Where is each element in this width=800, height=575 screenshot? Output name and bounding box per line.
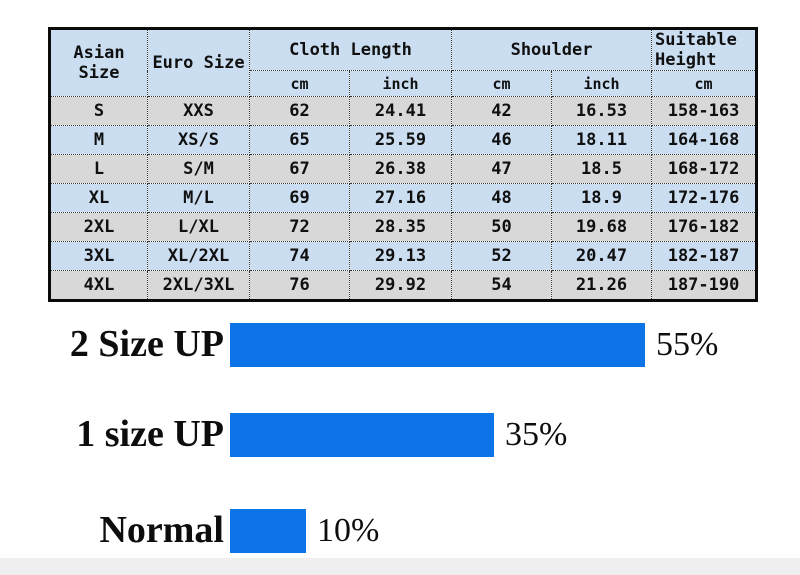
table-cell: M — [49, 125, 148, 155]
table-cell: 52 — [451, 241, 553, 271]
col-header-cloth-length: Cloth Length — [248, 28, 453, 71]
table-subheader-row: cm inch cm inch cm — [50, 70, 758, 97]
bar-1-size-up — [230, 412, 494, 457]
bar-2-size-up — [230, 322, 645, 367]
table-cell: 168-172 — [651, 154, 758, 184]
table-cell: 25.59 — [348, 125, 453, 155]
table-cell: 182-187 — [651, 241, 758, 271]
size-chart-table: Asian Size Euro Size Cloth Length Should… — [48, 27, 759, 302]
table-cell: XL/2XL — [147, 241, 250, 271]
col-header-euro-size: Euro Size — [147, 28, 250, 97]
bar-value-label: 55% — [656, 325, 719, 363]
table-cell: 29.92 — [348, 270, 453, 301]
table-cell: 76 — [249, 270, 350, 301]
table-cell: 16.53 — [551, 96, 653, 126]
table-cell: XL — [49, 183, 148, 213]
bar-value-label: 10% — [317, 511, 380, 549]
table-header-row: Asian Size Euro Size Cloth Length Should… — [49, 28, 758, 97]
table-row: L S/M 67 26.38 47 18.5 168-172 — [49, 154, 758, 184]
table-cell: 18.9 — [551, 183, 653, 213]
table-cell: 20.47 — [551, 241, 653, 271]
table-cell: 28.35 — [348, 212, 453, 242]
table-row: S XXS 62 24.41 42 16.53 158-163 — [49, 96, 758, 126]
table-cell: 187-190 — [651, 270, 758, 301]
bottom-gray-strip — [0, 558, 800, 575]
unit-header-cloth-cm: cm — [249, 70, 350, 97]
table-cell: 172-176 — [651, 183, 758, 213]
unit-header-height-cm: cm — [651, 70, 758, 97]
table-cell: S/M — [147, 154, 250, 184]
bar-label: Normal — [99, 509, 224, 551]
col-header-suitable-height: Suitable Height — [651, 28, 758, 71]
bar-label: 2 Size UP — [69, 323, 224, 365]
table-cell: 72 — [249, 212, 350, 242]
table-row: XL M/L 69 27.16 48 18.9 172-176 — [49, 183, 758, 213]
table-cell: 24.41 — [348, 96, 453, 126]
table-cell: L — [49, 154, 148, 184]
col-header-shoulder: Shoulder — [451, 28, 653, 71]
table-cell: 42 — [451, 96, 553, 126]
table-cell: 164-168 — [651, 125, 758, 155]
chart-row: Normal 10% — [0, 508, 800, 553]
table-cell: 67 — [249, 154, 350, 184]
table-cell: 2XL/3XL — [147, 270, 250, 301]
bar-value-label: 35% — [505, 415, 568, 453]
unit-header-cloth-inch: inch — [348, 70, 453, 97]
table-row: M XS/S 65 25.59 46 18.11 164-168 — [49, 125, 758, 155]
chart-row: 1 size UP 35% — [0, 412, 800, 457]
table-cell: 27.16 — [348, 183, 453, 213]
table-cell: 29.13 — [348, 241, 453, 271]
table-cell: 46 — [451, 125, 553, 155]
table-cell: 18.11 — [551, 125, 653, 155]
bar-normal — [230, 508, 306, 553]
table-cell: 3XL — [49, 241, 148, 271]
table-cell: L/XL — [147, 212, 250, 242]
table-row: 4XL 2XL/3XL 76 29.92 54 21.26 187-190 — [49, 270, 758, 301]
unit-header-shoulder-inch: inch — [551, 70, 653, 97]
bar-label: 1 size UP — [76, 413, 224, 455]
table-cell: 21.26 — [551, 270, 653, 301]
table-cell: 4XL — [49, 270, 148, 301]
table-cell: 50 — [451, 212, 553, 242]
table-cell: 176-182 — [651, 212, 758, 242]
table-row: 3XL XL/2XL 74 29.13 52 20.47 182-187 — [49, 241, 758, 271]
table-cell: 19.68 — [551, 212, 653, 242]
table-cell: 54 — [451, 270, 553, 301]
table-cell: 26.38 — [348, 154, 453, 184]
table-cell: 18.5 — [551, 154, 653, 184]
table-cell: S — [49, 96, 148, 126]
table-row: 2XL L/XL 72 28.35 50 19.68 176-182 — [49, 212, 758, 242]
table-cell: 62 — [249, 96, 350, 126]
table-cell: M/L — [147, 183, 250, 213]
chart-row: 2 Size UP 55% — [0, 322, 800, 367]
